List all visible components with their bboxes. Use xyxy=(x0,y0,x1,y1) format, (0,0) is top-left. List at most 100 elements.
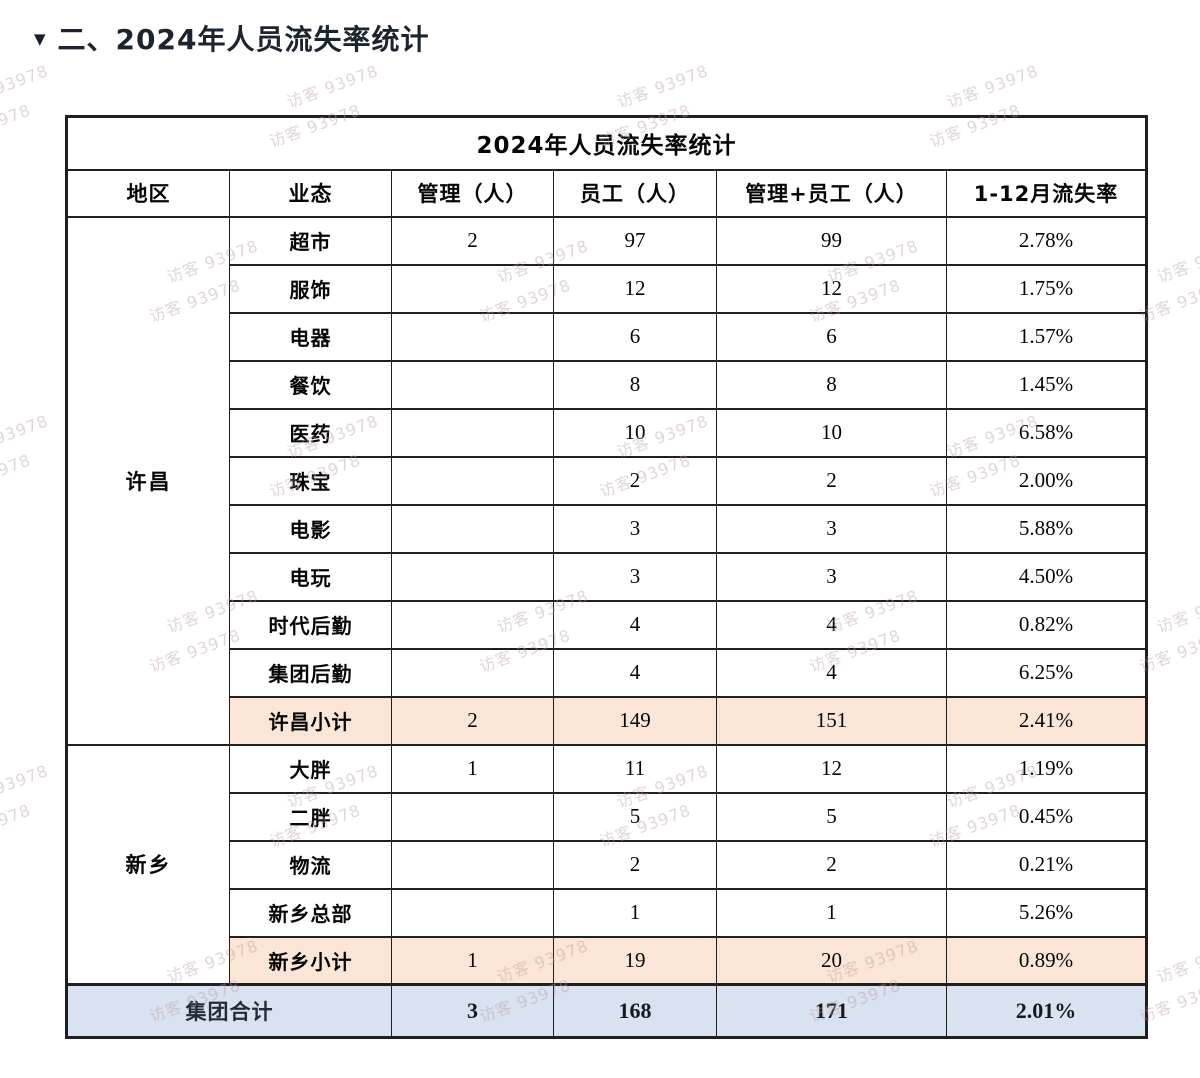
rate-cell: 4.50% xyxy=(945,551,1148,602)
total-cell: 12 xyxy=(716,263,947,314)
staff-cell: 168 xyxy=(553,983,717,1039)
business-cell: 集团后勤 xyxy=(229,647,392,698)
management-cell: 2 xyxy=(391,695,554,746)
management-cell xyxy=(391,887,554,938)
total-cell: 3 xyxy=(716,503,947,554)
rate-cell: 1.19% xyxy=(945,743,1148,794)
total-cell: 2 xyxy=(716,455,947,506)
grand-total-label: 集团合计 xyxy=(66,983,392,1039)
rate-cell: 5.88% xyxy=(945,503,1148,554)
staff-cell: 11 xyxy=(553,743,717,794)
column-header-3: 员工（人） xyxy=(553,168,717,218)
management-cell xyxy=(391,647,554,698)
staff-cell: 4 xyxy=(553,599,717,650)
staff-cell: 5 xyxy=(553,791,717,842)
total-cell: 12 xyxy=(716,743,947,794)
business-cell: 许昌小计 xyxy=(229,695,392,746)
total-cell: 151 xyxy=(716,695,947,746)
business-cell: 珠宝 xyxy=(229,455,392,506)
table-title: 2024年人员流失率统计 xyxy=(65,115,1148,171)
table-row: 新乡 大胖 1 11 12 1.19% xyxy=(66,743,1148,986)
rate-cell: 1.45% xyxy=(945,359,1148,410)
business-cell: 服饰 xyxy=(229,263,392,314)
staff-cell: 1 xyxy=(553,887,717,938)
total-cell: 1 xyxy=(716,887,947,938)
collapse-triangle-icon[interactable]: ▼ xyxy=(34,29,46,48)
rate-cell: 2.78% xyxy=(945,215,1148,266)
table-row: 二胖 5 5 0.45% xyxy=(67,791,1148,842)
management-cell xyxy=(391,455,554,506)
business-cell: 餐饮 xyxy=(229,359,392,410)
section-heading: ▼ 二、2024年人员流失率统计 xyxy=(34,18,429,58)
management-cell: 1 xyxy=(391,743,554,794)
section-title: 二、2024年人员流失率统计 xyxy=(57,23,430,56)
rate-cell: 1.75% xyxy=(945,263,1148,314)
staff-cell: 4 xyxy=(553,647,717,698)
staff-cell: 12 xyxy=(553,263,717,314)
table-row: 电器 6 6 1.57% xyxy=(67,311,1148,362)
region-cell: 许昌 xyxy=(66,215,230,746)
region-cell: 新乡 xyxy=(66,743,230,986)
total-cell: 3 xyxy=(716,551,947,602)
staff-cell: 97 xyxy=(553,215,717,266)
column-header-2: 管理（人） xyxy=(391,168,554,218)
business-cell: 超市 xyxy=(229,215,392,266)
management-cell: 3 xyxy=(391,983,554,1039)
management-cell xyxy=(391,503,554,554)
management-cell xyxy=(391,839,554,890)
staff-cell: 3 xyxy=(553,503,717,554)
turnover-table: 2024年人员流失率统计 地区 业态 管理（人） 员工（人） 管理+员工（人） 1-12月… xyxy=(65,115,1149,1039)
staff-cell: 2 xyxy=(553,455,717,506)
rate-cell: 0.82% xyxy=(945,599,1148,650)
management-cell xyxy=(391,599,554,650)
rate-cell: 0.89% xyxy=(945,935,1148,986)
column-header-0: 地区 xyxy=(66,168,230,218)
rate-cell: 0.21% xyxy=(945,839,1148,890)
table-row: 时代后勤 4 4 0.82% xyxy=(67,599,1148,650)
rate-cell: 6.25% xyxy=(945,647,1148,698)
table-header-row: 地区 业态 管理（人） 员工（人） 管理+员工（人） 1-12月流失率 xyxy=(66,168,1148,218)
business-cell: 二胖 xyxy=(229,791,392,842)
table-title-row: 2024年人员流失率统计 xyxy=(65,115,1148,171)
total-cell: 10 xyxy=(716,407,947,458)
table-row: 新乡总部 1 1 5.26% xyxy=(67,887,1148,938)
table-row: 电影 3 3 5.88% xyxy=(67,503,1148,554)
total-cell: 4 xyxy=(716,599,947,650)
subtotal-row: 许昌小计 2 149 151 2.41% xyxy=(67,695,1148,746)
table-row: 餐饮 8 8 1.45% xyxy=(67,359,1148,410)
management-cell: 1 xyxy=(391,935,554,986)
management-cell xyxy=(391,407,554,458)
total-cell: 2 xyxy=(716,839,947,890)
grand-total-row: 集团合计 3 168 171 2.01% xyxy=(66,983,1148,1039)
staff-cell: 3 xyxy=(553,551,717,602)
business-cell: 医药 xyxy=(229,407,392,458)
staff-cell: 8 xyxy=(553,359,717,410)
total-cell: 6 xyxy=(716,311,947,362)
staff-cell: 2 xyxy=(553,839,717,890)
management-cell xyxy=(391,359,554,410)
total-cell: 5 xyxy=(716,791,947,842)
column-header-4: 管理+员工（人） xyxy=(716,168,947,218)
table-row: 服饰 12 12 1.75% xyxy=(67,263,1148,314)
total-cell: 4 xyxy=(716,647,947,698)
business-cell: 时代后勤 xyxy=(229,599,392,650)
total-cell: 99 xyxy=(716,215,947,266)
business-cell: 新乡小计 xyxy=(229,935,392,986)
rate-cell: 1.57% xyxy=(945,311,1148,362)
staff-cell: 149 xyxy=(553,695,717,746)
business-cell: 物流 xyxy=(229,839,392,890)
staff-cell: 6 xyxy=(553,311,717,362)
table-row: 医药 10 10 6.58% xyxy=(67,407,1148,458)
management-cell: 2 xyxy=(391,215,554,266)
business-cell: 大胖 xyxy=(229,743,392,794)
management-cell xyxy=(391,791,554,842)
management-cell xyxy=(391,263,554,314)
table-row: 集团后勤 4 4 6.25% xyxy=(67,647,1148,698)
business-cell: 电影 xyxy=(229,503,392,554)
